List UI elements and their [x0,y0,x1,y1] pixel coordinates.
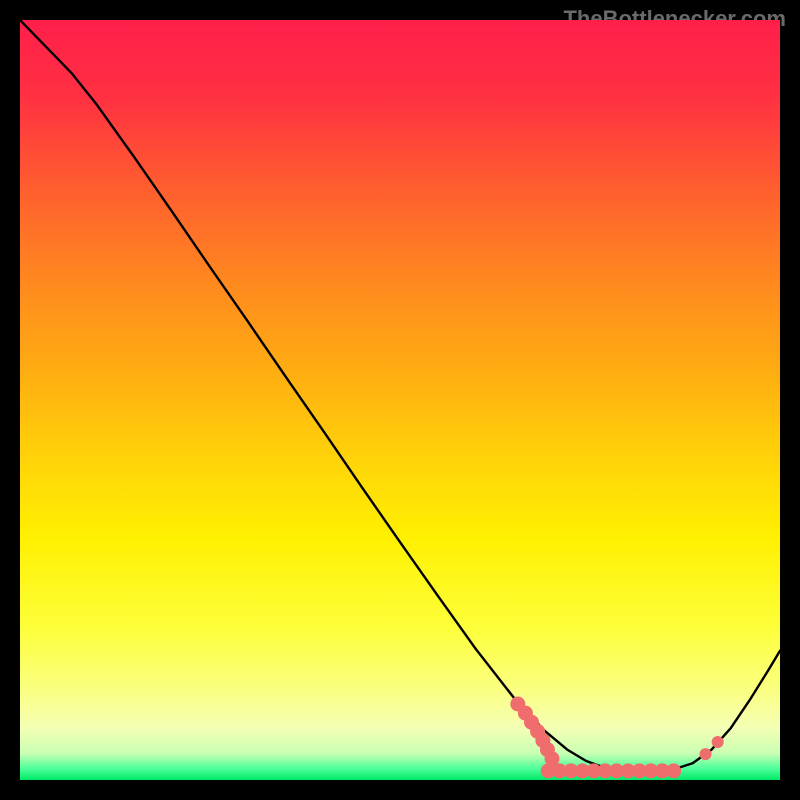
chart-plot-area [20,20,780,780]
chart-marker [666,763,681,778]
chart-marker [700,748,712,760]
chart-marker [712,736,724,748]
chart-background-gradient [20,20,780,780]
chart-svg [20,20,780,780]
